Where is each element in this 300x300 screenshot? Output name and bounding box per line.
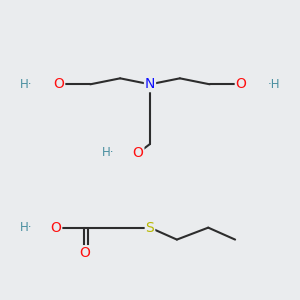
- Text: H·: H·: [20, 221, 32, 234]
- Text: ·H: ·H: [268, 78, 280, 91]
- Text: O: O: [50, 220, 62, 235]
- Text: O: O: [79, 246, 90, 260]
- Text: O: O: [53, 77, 64, 91]
- Text: N: N: [145, 77, 155, 91]
- Text: O: O: [133, 146, 143, 160]
- Text: O: O: [236, 77, 247, 91]
- Text: H·: H·: [20, 78, 32, 91]
- Text: S: S: [146, 220, 154, 235]
- Text: H·: H·: [102, 146, 114, 160]
